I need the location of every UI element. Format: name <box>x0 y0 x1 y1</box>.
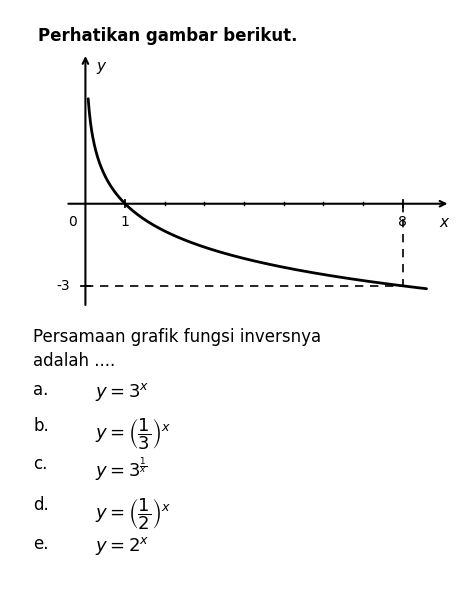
Text: d.: d. <box>33 496 49 514</box>
Text: y: y <box>97 59 106 74</box>
Text: e.: e. <box>33 535 49 553</box>
Text: -3: -3 <box>57 279 70 293</box>
Text: $y = 3^{\frac{1}{x}}$: $y = 3^{\frac{1}{x}}$ <box>95 455 147 483</box>
Text: 0: 0 <box>68 215 77 229</box>
Text: c.: c. <box>33 455 47 473</box>
Text: Perhatikan gambar berikut.: Perhatikan gambar berikut. <box>38 27 297 44</box>
Text: $y = \left(\dfrac{1}{2}\right)^x$: $y = \left(\dfrac{1}{2}\right)^x$ <box>95 496 171 532</box>
Text: $y = \left(\dfrac{1}{3}\right)^x$: $y = \left(\dfrac{1}{3}\right)^x$ <box>95 417 171 452</box>
Text: $y = 3^x$: $y = 3^x$ <box>95 381 149 403</box>
Text: a.: a. <box>33 381 48 399</box>
Text: 1: 1 <box>121 215 129 229</box>
Text: b.: b. <box>33 417 49 434</box>
Text: adalah ....: adalah .... <box>33 352 116 369</box>
Text: Persamaan grafik fungsi inversnya: Persamaan grafik fungsi inversnya <box>33 328 321 346</box>
Text: 8: 8 <box>398 215 407 229</box>
Text: x: x <box>440 215 449 230</box>
Text: $y = 2^x$: $y = 2^x$ <box>95 535 149 557</box>
